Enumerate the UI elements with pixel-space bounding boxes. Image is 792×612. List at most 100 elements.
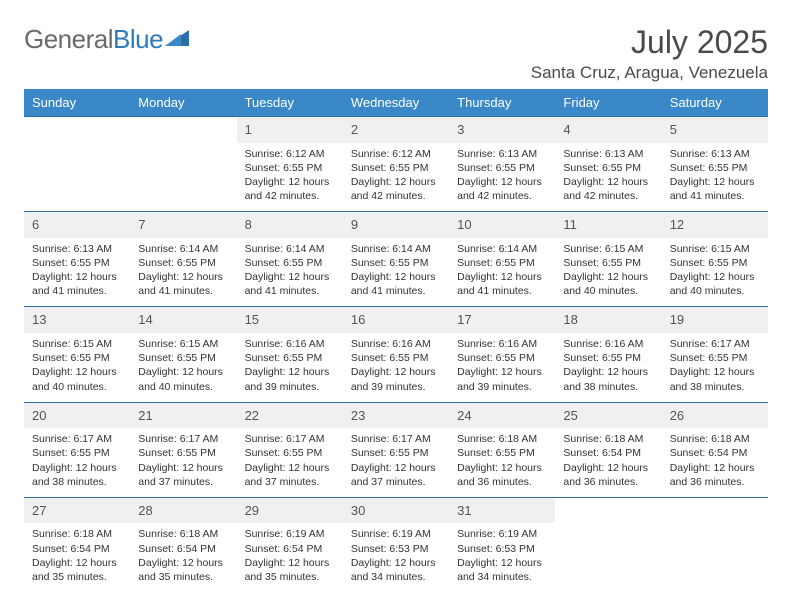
sunset-line-label: Sunset: xyxy=(32,352,71,364)
daylight-line: Daylight: 12 hours and 36 minutes. xyxy=(563,461,653,489)
daylight-line-label: Daylight: xyxy=(245,462,289,474)
day-number-cell: 20 xyxy=(24,402,130,428)
sunset-line-value: 6:55 PM xyxy=(71,447,110,459)
daylight-line-label: Daylight: xyxy=(563,366,607,378)
sunrise-line: Sunrise: 6:17 AM xyxy=(32,432,122,446)
sunrise-line-label: Sunrise: xyxy=(32,338,73,350)
brand-logo: GeneralBlue xyxy=(24,24,189,55)
sunset-line-value: 6:53 PM xyxy=(496,543,535,555)
sunset-line: Sunset: 6:54 PM xyxy=(245,542,335,556)
sunrise-line-label: Sunrise: xyxy=(351,243,392,255)
sunrise-line-value: 6:13 AM xyxy=(711,148,750,160)
sunrise-line-label: Sunrise: xyxy=(32,433,73,445)
day-details-cell: Sunrise: 6:15 AMSunset: 6:55 PMDaylight:… xyxy=(24,333,130,402)
daylight-line: Daylight: 12 hours and 41 minutes. xyxy=(670,175,760,203)
sunset-line-label: Sunset: xyxy=(351,447,390,459)
sunset-line: Sunset: 6:55 PM xyxy=(457,351,547,365)
empty-daynum-cell xyxy=(24,117,130,143)
sunrise-line-value: 6:14 AM xyxy=(180,243,219,255)
sunset-line-label: Sunset: xyxy=(457,543,496,555)
daylight-line: Daylight: 12 hours and 40 minutes. xyxy=(563,270,653,298)
sunset-line: Sunset: 6:54 PM xyxy=(670,446,760,460)
day-number: 8 xyxy=(245,217,252,232)
sunrise-line: Sunrise: 6:17 AM xyxy=(670,337,760,351)
sunset-line: Sunset: 6:55 PM xyxy=(670,351,760,365)
sunrise-line-label: Sunrise: xyxy=(457,433,498,445)
sunrise-line: Sunrise: 6:17 AM xyxy=(351,432,441,446)
day-number-cell: 6 xyxy=(24,212,130,238)
daylight-line-label: Daylight: xyxy=(32,462,76,474)
daylight-line-label: Daylight: xyxy=(457,176,501,188)
sunrise-line-value: 6:16 AM xyxy=(286,338,325,350)
location-line: Santa Cruz, Aragua, Venezuela xyxy=(531,63,768,83)
daylight-line-label: Daylight: xyxy=(457,462,501,474)
daylight-line: Daylight: 12 hours and 42 minutes. xyxy=(245,175,335,203)
day-number-cell: 29 xyxy=(237,497,343,523)
sunset-line: Sunset: 6:55 PM xyxy=(563,256,653,270)
sunrise-line-label: Sunrise: xyxy=(138,243,179,255)
day-details-cell: Sunrise: 6:17 AMSunset: 6:55 PMDaylight:… xyxy=(237,428,343,497)
day-number-cell: 8 xyxy=(237,212,343,238)
sunset-line-value: 6:54 PM xyxy=(602,447,641,459)
day-details-cell: Sunrise: 6:15 AMSunset: 6:55 PMDaylight:… xyxy=(555,238,661,307)
daylight-line: Daylight: 12 hours and 41 minutes. xyxy=(457,270,547,298)
sunrise-line-value: 6:18 AM xyxy=(605,433,644,445)
sunrise-line: Sunrise: 6:14 AM xyxy=(351,242,441,256)
sunrise-line: Sunrise: 6:18 AM xyxy=(670,432,760,446)
sunset-line-label: Sunset: xyxy=(670,447,709,459)
sunset-line: Sunset: 6:55 PM xyxy=(351,256,441,270)
sunset-line-value: 6:55 PM xyxy=(602,162,641,174)
sunrise-line: Sunrise: 6:16 AM xyxy=(457,337,547,351)
day-number: 25 xyxy=(563,408,577,423)
day-number: 12 xyxy=(670,217,684,232)
sunrise-line-label: Sunrise: xyxy=(670,433,711,445)
sunset-line: Sunset: 6:53 PM xyxy=(351,542,441,556)
dayheader-tuesday: Tuesday xyxy=(237,89,343,117)
sunrise-line-label: Sunrise: xyxy=(563,243,604,255)
sunset-line: Sunset: 6:55 PM xyxy=(32,351,122,365)
sunset-line-label: Sunset: xyxy=(670,162,709,174)
sunrise-line-value: 6:14 AM xyxy=(499,243,538,255)
empty-details-cell xyxy=(555,523,661,592)
sunrise-line-label: Sunrise: xyxy=(563,433,604,445)
sunset-line: Sunset: 6:55 PM xyxy=(245,256,335,270)
day-number-cell: 30 xyxy=(343,497,449,523)
sunset-line-value: 6:55 PM xyxy=(389,162,428,174)
sunrise-line: Sunrise: 6:19 AM xyxy=(457,527,547,541)
brand-part2: Blue xyxy=(113,24,163,55)
day-number: 10 xyxy=(457,217,471,232)
sunset-line-label: Sunset: xyxy=(245,543,284,555)
daylight-line-label: Daylight: xyxy=(457,271,501,283)
week-details-row: Sunrise: 6:15 AMSunset: 6:55 PMDaylight:… xyxy=(24,333,768,402)
day-number: 3 xyxy=(457,122,464,137)
sunset-line-value: 6:54 PM xyxy=(283,543,322,555)
sunset-line-value: 6:55 PM xyxy=(283,257,322,269)
day-header-row: Sunday Monday Tuesday Wednesday Thursday… xyxy=(24,89,768,117)
day-number-cell: 1 xyxy=(237,117,343,143)
daylight-line-label: Daylight: xyxy=(351,366,395,378)
day-details-cell: Sunrise: 6:14 AMSunset: 6:55 PMDaylight:… xyxy=(237,238,343,307)
sunrise-line-label: Sunrise: xyxy=(351,433,392,445)
sunrise-line-label: Sunrise: xyxy=(351,528,392,540)
day-number-cell: 9 xyxy=(343,212,449,238)
sunset-line-value: 6:55 PM xyxy=(177,447,216,459)
sunset-line-label: Sunset: xyxy=(138,447,177,459)
daylight-line: Daylight: 12 hours and 36 minutes. xyxy=(670,461,760,489)
sunrise-line-value: 6:18 AM xyxy=(499,433,538,445)
sunrise-line-label: Sunrise: xyxy=(138,338,179,350)
sunrise-line-label: Sunrise: xyxy=(563,338,604,350)
daylight-line: Daylight: 12 hours and 37 minutes. xyxy=(245,461,335,489)
daylight-line-label: Daylight: xyxy=(138,366,182,378)
day-number-cell: 13 xyxy=(24,307,130,333)
sunrise-line-value: 6:15 AM xyxy=(605,243,644,255)
daylight-line-label: Daylight: xyxy=(138,557,182,569)
sunrise-line-value: 6:18 AM xyxy=(180,528,219,540)
sunset-line-value: 6:55 PM xyxy=(389,352,428,364)
sunset-line: Sunset: 6:55 PM xyxy=(351,161,441,175)
sunset-line: Sunset: 6:55 PM xyxy=(32,256,122,270)
sunrise-line-value: 6:18 AM xyxy=(711,433,750,445)
day-details-cell: Sunrise: 6:15 AMSunset: 6:55 PMDaylight:… xyxy=(662,238,768,307)
sunrise-line-label: Sunrise: xyxy=(245,338,286,350)
empty-details-cell xyxy=(24,143,130,212)
sunset-line-label: Sunset: xyxy=(32,447,71,459)
